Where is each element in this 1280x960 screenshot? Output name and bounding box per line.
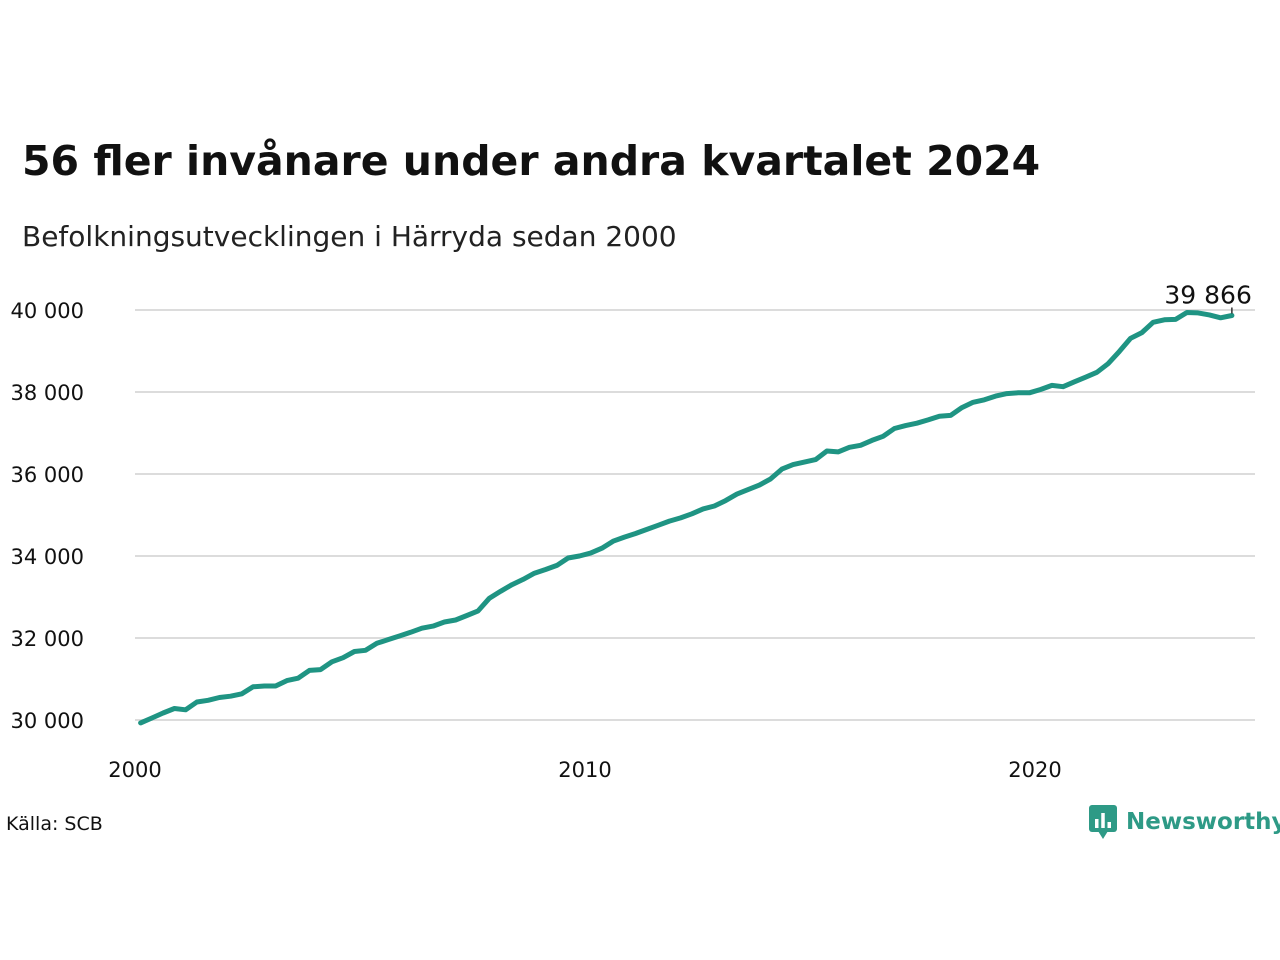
y-tick-label: 38 000: [11, 381, 84, 405]
x-tick-label: 2000: [108, 758, 161, 782]
y-tick-label: 34 000: [11, 545, 84, 569]
brand-logo: Newsworthy: [1088, 804, 1280, 840]
annotation-layer: 39 866: [1164, 280, 1252, 314]
y-tick-label: 36 000: [11, 463, 84, 487]
series-layer: [138, 310, 1235, 726]
y-tick-label: 30 000: [11, 709, 84, 733]
y-tick-label: 40 000: [11, 299, 84, 323]
gridlines: [135, 309, 1255, 721]
y-axis-tick-labels: 30 000 32 000 34 000 36 000 38 000 40 000: [11, 299, 84, 733]
x-axis-tick-labels: 2000 2010 2020: [108, 758, 1061, 782]
source-credit: Källa: SCB: [6, 813, 103, 835]
line-chart: 30 000 32 000 34 000 36 000 38 000 40 000 200…: [11, 280, 1255, 782]
population-series-line: [138, 310, 1235, 726]
brand-name: Newsworthy: [1126, 809, 1280, 835]
x-tick-label: 2010: [558, 758, 611, 782]
end-value-label: 39 866: [1164, 280, 1251, 309]
chart-subtitle: Befolkningsutvecklingen i Härryda sedan …: [22, 220, 677, 253]
y-tick-label: 32 000: [11, 627, 84, 651]
chart-title: 56 fler invånare under andra kvartalet 2…: [22, 137, 1041, 185]
x-tick-label: 2020: [1008, 758, 1061, 782]
chart-speech-bubble-icon: [1089, 805, 1117, 839]
